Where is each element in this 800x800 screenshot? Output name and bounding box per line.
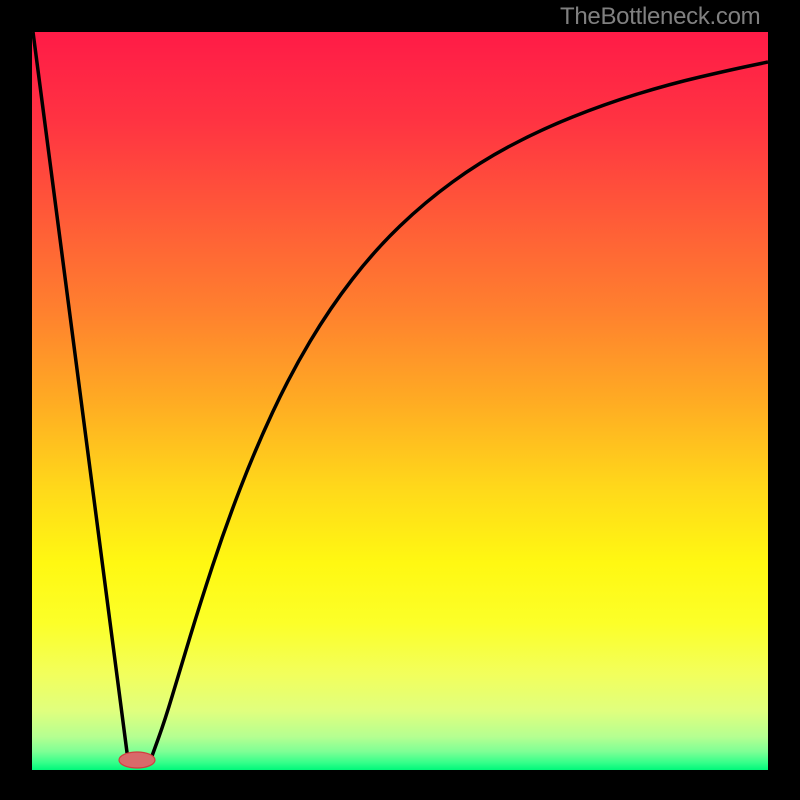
frame-border-bottom [0,770,800,800]
gradient-background [32,32,768,770]
watermark-text: TheBottleneck.com [560,3,760,31]
minimum-marker [119,752,155,768]
frame-border-right [768,0,800,800]
frame-border-left [0,0,32,800]
chart-container: TheBottleneck.com [0,0,800,800]
bottleneck-chart [0,0,800,800]
